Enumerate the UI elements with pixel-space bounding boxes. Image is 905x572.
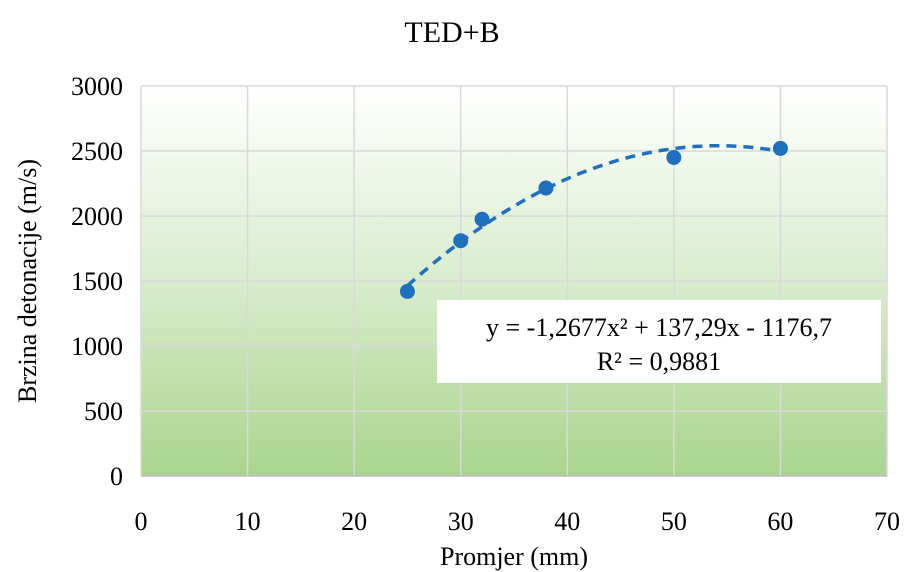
y-tick-label: 3000: [71, 72, 123, 101]
data-point: [474, 211, 490, 227]
trendline-equation: y = -1,2677x² + 137,29x - 1176,7: [486, 313, 832, 342]
x-tick-label: 70: [874, 507, 900, 536]
trendline-r2: R² = 0,9881: [597, 347, 721, 376]
data-point: [538, 180, 554, 196]
x-tick-label: 40: [554, 507, 580, 536]
x-tick-label: 50: [661, 507, 687, 536]
x-tick-label: 0: [135, 507, 148, 536]
y-tick-labels: 0 500 1000 1500 2000 2500 3000: [71, 72, 123, 491]
data-point: [666, 150, 682, 165]
x-axis-label: Promjer (mm): [440, 542, 588, 571]
y-tick-label: 0: [110, 462, 123, 491]
y-tick-label: 1500: [71, 267, 123, 296]
y-tick-label: 2500: [71, 137, 123, 166]
x-tick-label: 30: [448, 507, 474, 536]
data-points: [399, 140, 788, 299]
y-tick-label: 1000: [71, 332, 123, 361]
x-tick-label: 60: [767, 507, 793, 536]
x-tick-label: 10: [235, 507, 261, 536]
data-point: [399, 283, 415, 299]
y-tick-label: 500: [84, 397, 123, 426]
x-tick-label: 20: [341, 507, 367, 536]
y-axis-label: Brzina detonacije (m/s): [13, 159, 42, 403]
data-point: [453, 233, 469, 249]
y-tick-label: 2000: [71, 202, 123, 231]
data-point: [772, 140, 788, 156]
x-tick-labels: 0 10 20 30 40 50 60 70: [135, 507, 901, 536]
chart-title: TED+B: [404, 16, 499, 49]
trendline-label-box: y = -1,2677x² + 137,29x - 1176,7 R² = 0,…: [437, 300, 881, 383]
trendline: [406, 144, 781, 288]
